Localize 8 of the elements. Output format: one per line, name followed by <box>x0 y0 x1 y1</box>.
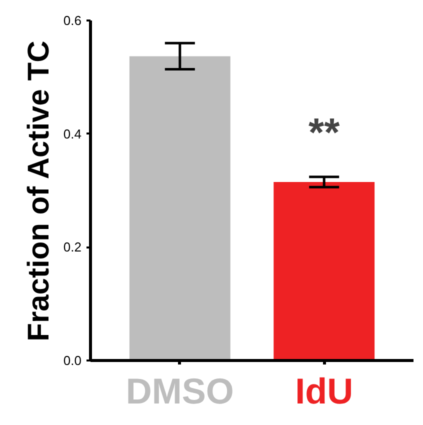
y-tick-label: 0.6 <box>63 13 82 28</box>
annotation: ** <box>308 110 340 155</box>
y-tick-label: 0.2 <box>63 240 82 255</box>
y-tick-label: 0.4 <box>63 126 82 142</box>
x-tick-label: IdU <box>295 370 354 412</box>
x-tick-label: DMSO <box>126 370 234 412</box>
y-tick-label: 0.0 <box>63 353 82 368</box>
y-axis-title: Fraction of Active TC <box>22 40 56 342</box>
